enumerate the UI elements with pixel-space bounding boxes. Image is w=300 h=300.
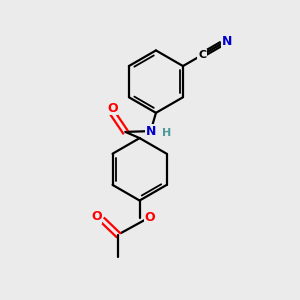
Text: H: H <box>162 128 172 138</box>
Text: N: N <box>222 35 233 48</box>
Text: O: O <box>91 210 101 223</box>
Text: O: O <box>107 102 118 115</box>
Text: O: O <box>145 211 155 224</box>
Text: C: C <box>198 50 206 60</box>
Text: N: N <box>146 125 156 138</box>
